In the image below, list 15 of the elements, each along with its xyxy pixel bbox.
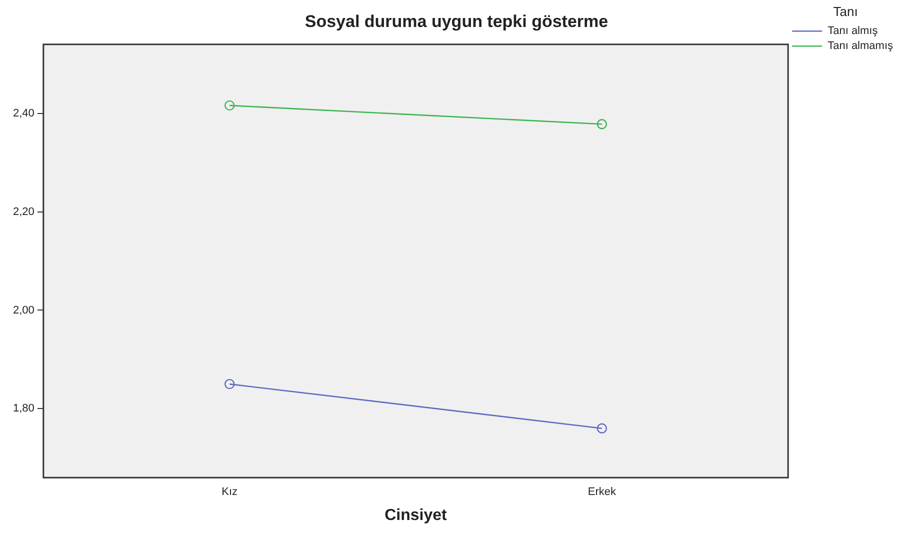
point <box>224 378 235 390</box>
y-tick-label: 2,00 <box>12 304 34 316</box>
x-tick-label: Erkek <box>588 486 616 498</box>
point <box>596 423 608 434</box>
point <box>224 100 235 111</box>
y-tick-label: 2,20 <box>12 206 34 218</box>
y-tick-label: 2,40 <box>12 107 34 120</box>
legend-label: Tanı almış <box>828 25 878 38</box>
y-tick-label: 1,80 <box>12 402 34 415</box>
legend-title: Tanı <box>833 4 858 20</box>
point <box>596 119 608 130</box>
chart-title: Sosyal duruma uygun tepki gösterme <box>304 12 608 31</box>
legend-label: Tanı almamış <box>828 40 894 52</box>
x-tick-label: Kız <box>222 486 238 498</box>
x-axis-title: Cinsiyet <box>384 506 448 524</box>
